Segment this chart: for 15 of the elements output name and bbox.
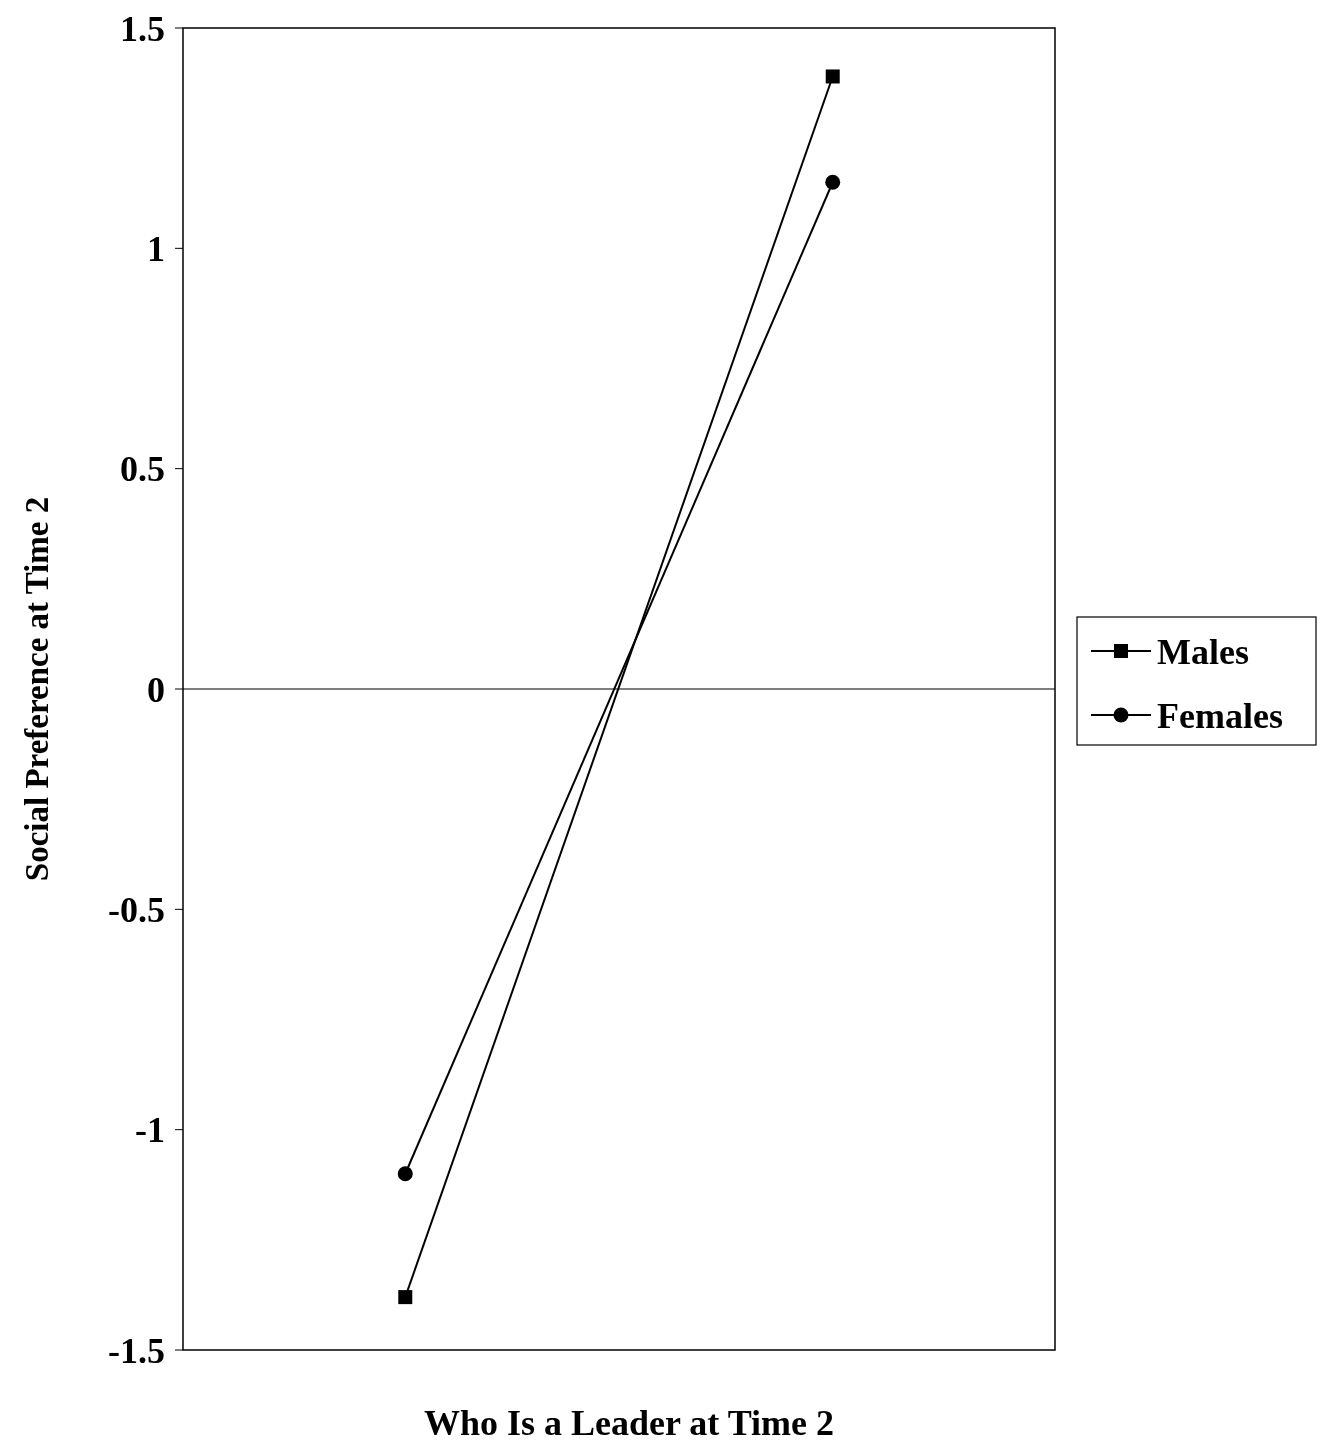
y-tick-label: 1.5 [120,8,165,49]
y-tick-label: 0 [147,669,165,710]
y-tick-label: 1 [147,228,165,269]
y-tick-label: -1 [135,1110,165,1151]
y-tick-label: -0.5 [108,889,165,930]
point [398,1290,413,1305]
point [825,69,840,84]
y-tick-label: 0.5 [120,449,165,490]
legend-label: Males [1157,631,1249,672]
point [397,1166,413,1182]
point [825,174,841,190]
y-axis-title: Social Preference at Time 2 [19,496,55,882]
x-axis-title: Who Is a Leader at Time 2 [423,1403,835,1443]
legend-label: Females [1157,695,1283,736]
y-tick-label: -1.5 [108,1330,165,1371]
